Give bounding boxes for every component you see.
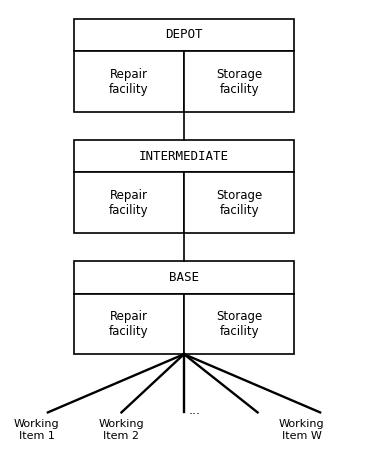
Text: Storage
facility: Storage facility (216, 189, 262, 217)
Text: Storage
facility: Storage facility (216, 68, 262, 96)
Text: BASE: BASE (169, 271, 199, 284)
Bar (74, 172, 184, 233)
Bar (184, 294, 294, 354)
Text: Repair
facility: Repair facility (109, 310, 149, 338)
Text: Working
Item W: Working Item W (279, 419, 325, 441)
Text: Working
Item 2: Working Item 2 (99, 419, 144, 441)
Text: ...: ... (189, 404, 201, 417)
Bar (184, 172, 294, 233)
Text: Repair
facility: Repair facility (109, 68, 149, 96)
Bar (74, 51, 184, 112)
Text: Storage
facility: Storage facility (216, 310, 262, 338)
Bar (74, 140, 294, 172)
Bar (74, 294, 184, 354)
Bar (184, 51, 294, 112)
Text: DEPOT: DEPOT (165, 28, 203, 41)
Text: INTERMEDIATE: INTERMEDIATE (139, 150, 229, 163)
Bar (74, 19, 294, 51)
Text: Working
Item 1: Working Item 1 (14, 419, 60, 441)
Bar (74, 261, 294, 294)
Text: Repair
facility: Repair facility (109, 189, 149, 217)
